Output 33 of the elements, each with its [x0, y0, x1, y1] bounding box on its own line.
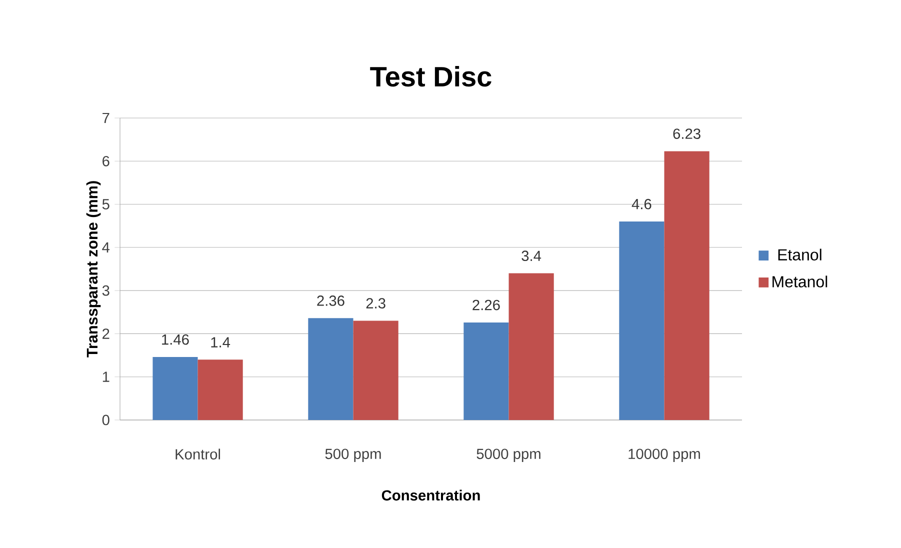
y-tick-label: 7: [102, 112, 110, 124]
data-label: 4.6: [632, 198, 652, 210]
legend-label: Metanol: [772, 276, 828, 288]
y-tick-label: 4: [102, 242, 110, 252]
bar: [198, 360, 243, 420]
bar: [619, 222, 664, 420]
data-label: 2.36: [317, 296, 344, 306]
x-tick-label: 5000 ppm: [476, 448, 540, 462]
x-tick-label: 10000 ppm: [628, 448, 700, 462]
data-label: 1.46: [162, 334, 189, 345]
data-label: 3.4: [522, 250, 542, 262]
x-tick-label: 500 ppm: [325, 448, 381, 462]
data-label: 6.23: [673, 128, 700, 139]
bar: [508, 273, 554, 420]
y-tick-label: 6: [102, 156, 110, 166]
data-label: 2.26: [472, 300, 500, 310]
y-tick-label: 2: [102, 328, 110, 339]
chart-title: Test Disc: [370, 66, 492, 87]
bar: [664, 151, 710, 420]
legend-label: Etanol: [778, 248, 822, 260]
y-axis-title: Transsparant zone (mm): [86, 181, 101, 358]
bar: [308, 318, 354, 420]
y-tick-label: 0: [102, 414, 110, 426]
y-tick-label: 3: [102, 285, 110, 296]
data-label: 2.3: [366, 298, 386, 308]
bar: [353, 320, 398, 420]
data-label: 1.4: [211, 337, 230, 348]
bar: [152, 357, 198, 420]
y-tick-label: 1: [102, 372, 110, 382]
x-axis-title: Consentration: [382, 490, 480, 501]
bar: [464, 322, 509, 420]
y-tick-label: 5: [102, 199, 110, 210]
x-tick-label: Kontrol: [176, 448, 220, 460]
